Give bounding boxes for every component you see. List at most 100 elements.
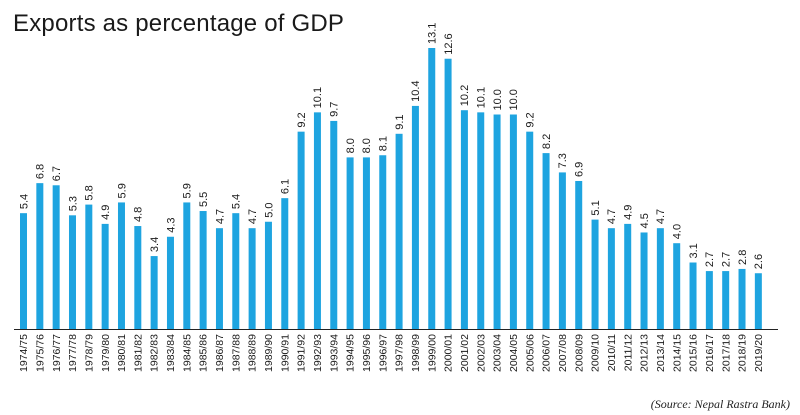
value-label: 5.4 <box>231 194 243 209</box>
x-tick-label: 2007/08 <box>557 334 569 372</box>
bar-1981-82 <box>134 226 142 329</box>
x-tick-label: 2017/18 <box>720 334 732 372</box>
x-tick-label: 2016/17 <box>704 334 716 372</box>
bar-1982-83 <box>150 256 158 329</box>
value-label: 2.8 <box>737 250 749 265</box>
bar-2017-18 <box>722 271 730 329</box>
x-tick-label: 1977/78 <box>67 334 79 372</box>
x-tick-label: 1998/99 <box>410 334 422 372</box>
value-label: 12.6 <box>443 33 455 54</box>
value-label: 4.9 <box>100 205 112 220</box>
x-tick-label: 2005/06 <box>524 334 536 372</box>
bar-2018-19 <box>738 268 746 329</box>
x-tick-label: 1981/82 <box>132 334 144 372</box>
value-label: 5.1 <box>590 200 602 215</box>
bar-1999-00 <box>428 48 436 329</box>
bar-1990-91 <box>281 198 289 329</box>
value-label: 2.7 <box>704 252 716 267</box>
value-label: 5.0 <box>263 202 275 217</box>
value-label: 4.8 <box>133 207 145 222</box>
value-label: 2.7 <box>720 252 732 267</box>
x-tick-label: 1992/93 <box>312 334 324 372</box>
bar-1976-77 <box>52 185 60 329</box>
x-tick-label: 1976/77 <box>51 334 63 372</box>
x-tick-label: 1980/81 <box>116 334 128 372</box>
x-tick-label: 2012/13 <box>639 334 651 372</box>
value-label: 4.7 <box>606 209 618 224</box>
value-label: 10.0 <box>492 89 504 110</box>
x-tick-label: 2009/10 <box>590 334 602 372</box>
value-label: 9.2 <box>525 112 537 127</box>
value-label: 13.1 <box>427 23 439 44</box>
x-tick-label: 2004/05 <box>508 334 520 372</box>
x-tick-label: 2018/19 <box>737 334 749 372</box>
value-label: 5.3 <box>67 196 79 211</box>
x-tick-label: 2019/20 <box>753 334 765 372</box>
x-tick-label: 1974/75 <box>18 334 30 372</box>
x-tick-label: 2002/03 <box>475 334 487 372</box>
bar-2012-13 <box>640 232 648 329</box>
bar-1997-98 <box>395 133 403 329</box>
value-label: 5.9 <box>182 183 194 198</box>
bar-1996-97 <box>379 155 387 329</box>
bar-1992-93 <box>313 112 321 329</box>
bar-1995-96 <box>362 157 370 329</box>
value-label: 6.7 <box>51 166 63 181</box>
x-tick-label: 1978/79 <box>83 334 95 372</box>
value-label: 4.7 <box>655 209 667 224</box>
x-tick-label: 2000/01 <box>443 334 455 372</box>
bar-1980-81 <box>117 202 125 329</box>
bar-2014-15 <box>673 243 681 329</box>
x-tick-label: 1979/80 <box>100 334 112 372</box>
bar-2004-05 <box>509 114 517 329</box>
value-label: 6.9 <box>574 162 586 177</box>
value-label: 10.4 <box>410 80 422 101</box>
bar-2000-01 <box>444 58 452 329</box>
bar-2003-04 <box>493 114 501 329</box>
x-tick-label: 2008/09 <box>573 334 585 372</box>
x-tick-label: 1993/94 <box>328 334 340 372</box>
value-label: 4.9 <box>623 205 635 220</box>
value-label: 3.1 <box>688 243 700 258</box>
bar-1977-78 <box>68 215 76 329</box>
chart-title: Exports as percentage of GDP <box>13 10 345 37</box>
x-tick-label: 1991/92 <box>296 334 308 372</box>
bar-2009-10 <box>591 219 599 329</box>
x-tick-label: 1997/98 <box>394 334 406 372</box>
bar-1987-88 <box>232 213 240 329</box>
value-label: 9.7 <box>329 102 341 117</box>
bar-2008-09 <box>575 180 583 329</box>
value-label: 6.8 <box>35 164 47 179</box>
bar-1984-85 <box>183 202 191 329</box>
bar-2015-16 <box>689 262 697 329</box>
value-label: 6.1 <box>280 179 292 194</box>
x-tick-label: 1982/83 <box>149 334 161 372</box>
value-label: 5.9 <box>116 183 128 198</box>
bar-1994-95 <box>346 157 354 329</box>
x-tick-label: 2014/15 <box>671 334 683 372</box>
bar-1985-86 <box>199 211 207 329</box>
bar-2005-06 <box>526 131 534 329</box>
x-tick-label: 1996/97 <box>377 334 389 372</box>
x-tick-label: 1985/86 <box>198 334 210 372</box>
value-label: 5.8 <box>84 185 96 200</box>
x-tick-label: 1989/90 <box>263 334 275 372</box>
x-tick-label: 2001/02 <box>459 334 471 372</box>
source-note: (Source: Nepal Rastra Bank) <box>650 397 790 411</box>
bar-2011-12 <box>624 223 632 329</box>
bar-2016-17 <box>705 271 713 329</box>
bar-1979-80 <box>101 223 109 329</box>
value-label: 10.0 <box>508 89 520 110</box>
value-label: 4.3 <box>165 217 177 232</box>
bar-1993-94 <box>330 120 338 330</box>
bar-1974-75 <box>20 213 27 329</box>
bar-1991-92 <box>297 131 305 329</box>
bar-2019-20 <box>754 273 762 329</box>
value-label: 4.7 <box>247 209 259 224</box>
x-tick-label: 1999/00 <box>426 334 438 372</box>
bar-1983-84 <box>166 236 174 329</box>
bar-1975-76 <box>36 183 44 329</box>
bar-2006-07 <box>542 153 550 329</box>
value-label: 9.1 <box>394 115 406 130</box>
